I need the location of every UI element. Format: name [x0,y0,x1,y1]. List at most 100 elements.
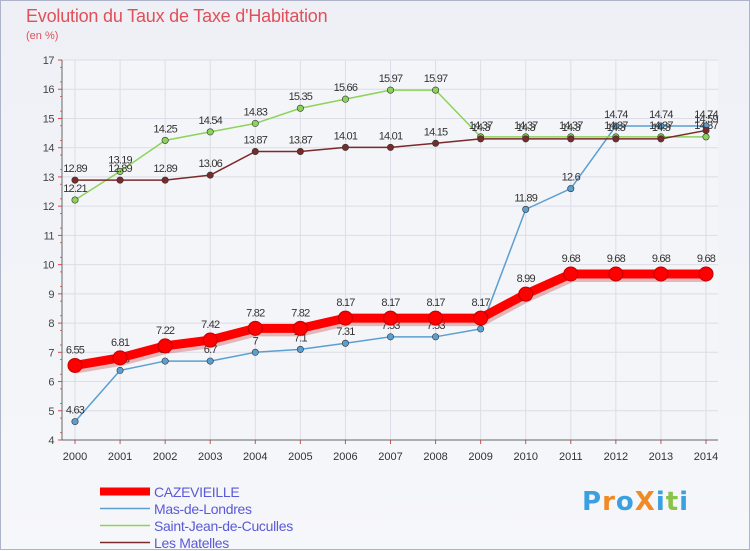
data-label-saint-jean-de-cuculles: 14.54 [198,115,222,127]
x-tick-label: 2012 [604,451,628,463]
data-point-mas-de-londres [296,345,304,353]
data-label-cazevieille: 7.82 [291,307,310,319]
legend-swatch [100,541,150,544]
data-label-mas-de-londres: 7.1 [294,332,308,344]
data-point-cazevieille [608,266,624,282]
y-tick-label: 15 [43,113,55,125]
data-point-mas-de-londres [477,325,485,333]
data-label-les-matelles: 14.3 [652,122,671,134]
data-label-cazevieille: 8.17 [336,297,355,309]
data-point-mas-de-londres [71,418,79,426]
logo-letter: r [602,487,616,517]
legend: CAZEVIEILLE Mas-de-Londres Saint-Jean-de… [100,483,293,551]
legend-item-saint-jean-de-cuculles: Saint-Jean-de-Cuculles [100,517,293,534]
y-tick-label: 9 [48,289,54,301]
data-point-mas-de-londres [161,357,169,365]
data-point-cazevieille [337,310,353,326]
x-tick-label: 2010 [513,451,537,463]
logo-letter: i [679,487,690,517]
data-point-les-matelles [161,176,169,184]
y-tick-label: 16 [43,84,55,96]
x-tick-label: 2011 [559,451,583,463]
data-label-mas-de-londres: 7.31 [336,326,355,338]
x-tick-label: 2001 [108,451,132,463]
legend-item-les-matelles: Les Matelles [100,534,293,551]
data-point-les-matelles [206,171,214,179]
data-label-saint-jean-de-cuculles: 14.37 [694,120,718,132]
data-point-cazevieille [202,332,218,348]
data-point-cazevieille [563,266,579,282]
x-tick-label: 2013 [649,451,673,463]
data-point-saint-jean-de-cuculles [116,167,124,175]
data-label-les-matelles: 14.15 [424,126,448,138]
data-label-cazevieille: 8.17 [472,297,491,309]
data-label-les-matelles: 12.89 [108,163,132,175]
y-unit-label: (en %) [26,30,59,42]
data-label-saint-jean-de-cuculles: 14.37 [649,120,673,132]
data-label-mas-de-londres: 7 [253,335,259,347]
legend-swatch [100,507,150,510]
data-label-cazevieille: 7.22 [156,325,175,337]
legend-item-mas-de-londres: Mas-de-Londres [100,500,293,517]
data-label-les-matelles: 14.3 [607,122,626,134]
data-point-cazevieille [67,357,83,373]
data-label-les-matelles: 13.87 [289,134,313,146]
data-point-mas-de-londres [612,122,620,130]
data-label-mas-de-londres: 6.7 [204,344,218,356]
data-label-saint-jean-de-cuculles: 15.97 [424,73,448,85]
x-tick-label: 2003 [198,451,222,463]
data-label-cazevieille: 7.42 [201,319,220,331]
data-point-saint-jean-de-cuculles [702,133,710,141]
data-point-cazevieille [518,286,534,302]
data-point-les-matelles [702,126,710,134]
y-tick-label: 13 [43,172,55,184]
data-point-saint-jean-de-cuculles [161,136,169,144]
logo-letter: P [582,487,603,517]
y-tick-label: 17 [43,55,55,67]
data-label-cazevieille: 9.68 [697,253,716,265]
logo-letter: i [655,487,666,517]
data-point-cazevieille [112,350,128,366]
data-label-saint-jean-de-cuculles: 15.35 [289,91,313,103]
x-tick-label: 2014 [694,451,718,463]
y-tick-label: 14 [43,143,55,155]
data-label-les-matelles: 14.3 [517,122,536,134]
data-point-mas-de-londres [522,205,530,213]
data-label-saint-jean-de-cuculles: 15.97 [379,73,403,85]
data-point-cazevieille [247,320,263,336]
data-point-saint-jean-de-cuculles [206,128,214,136]
legend-label: Mas-de-Londres [154,500,252,517]
data-point-mas-de-londres [116,366,124,374]
data-point-mas-de-londres [206,357,214,365]
data-label-mas-de-londres: 14.74 [604,109,628,121]
data-label-cazevieille: 9.68 [607,253,626,265]
x-tick-label: 2000 [63,451,87,463]
data-label-saint-jean-de-cuculles: 13.19 [108,154,132,166]
proxiti-logo: ProXiti [582,487,689,517]
data-label-cazevieille: 9.68 [652,253,671,265]
data-point-cazevieille [698,266,714,282]
y-tick-label: 12 [43,201,55,213]
data-point-mas-de-londres [657,122,665,130]
x-tick-label: 2004 [243,451,267,463]
x-tick-label: 2002 [153,451,177,463]
data-label-saint-jean-de-cuculles: 14.37 [514,120,538,132]
data-point-mas-de-londres [386,333,394,341]
x-tick-label: 2009 [468,451,492,463]
data-label-les-matelles: 13.87 [244,134,268,146]
data-point-cazevieille [383,310,398,326]
data-point-les-matelles [71,176,79,184]
data-point-les-matelles [432,139,440,147]
x-tick-label: 2007 [378,451,402,463]
data-point-cazevieille [157,338,173,354]
data-point-saint-jean-de-cuculles [71,196,79,204]
data-label-cazevieille: 8.17 [381,297,400,309]
data-point-mas-de-londres [341,339,349,347]
data-label-saint-jean-de-cuculles: 14.25 [153,123,177,135]
x-tick-label: 2005 [288,451,312,463]
data-label-saint-jean-de-cuculles: 12.21 [63,183,87,195]
data-point-cazevieille [428,310,444,326]
y-tick-label: 10 [43,260,55,272]
data-label-cazevieille: 6.55 [66,344,85,356]
